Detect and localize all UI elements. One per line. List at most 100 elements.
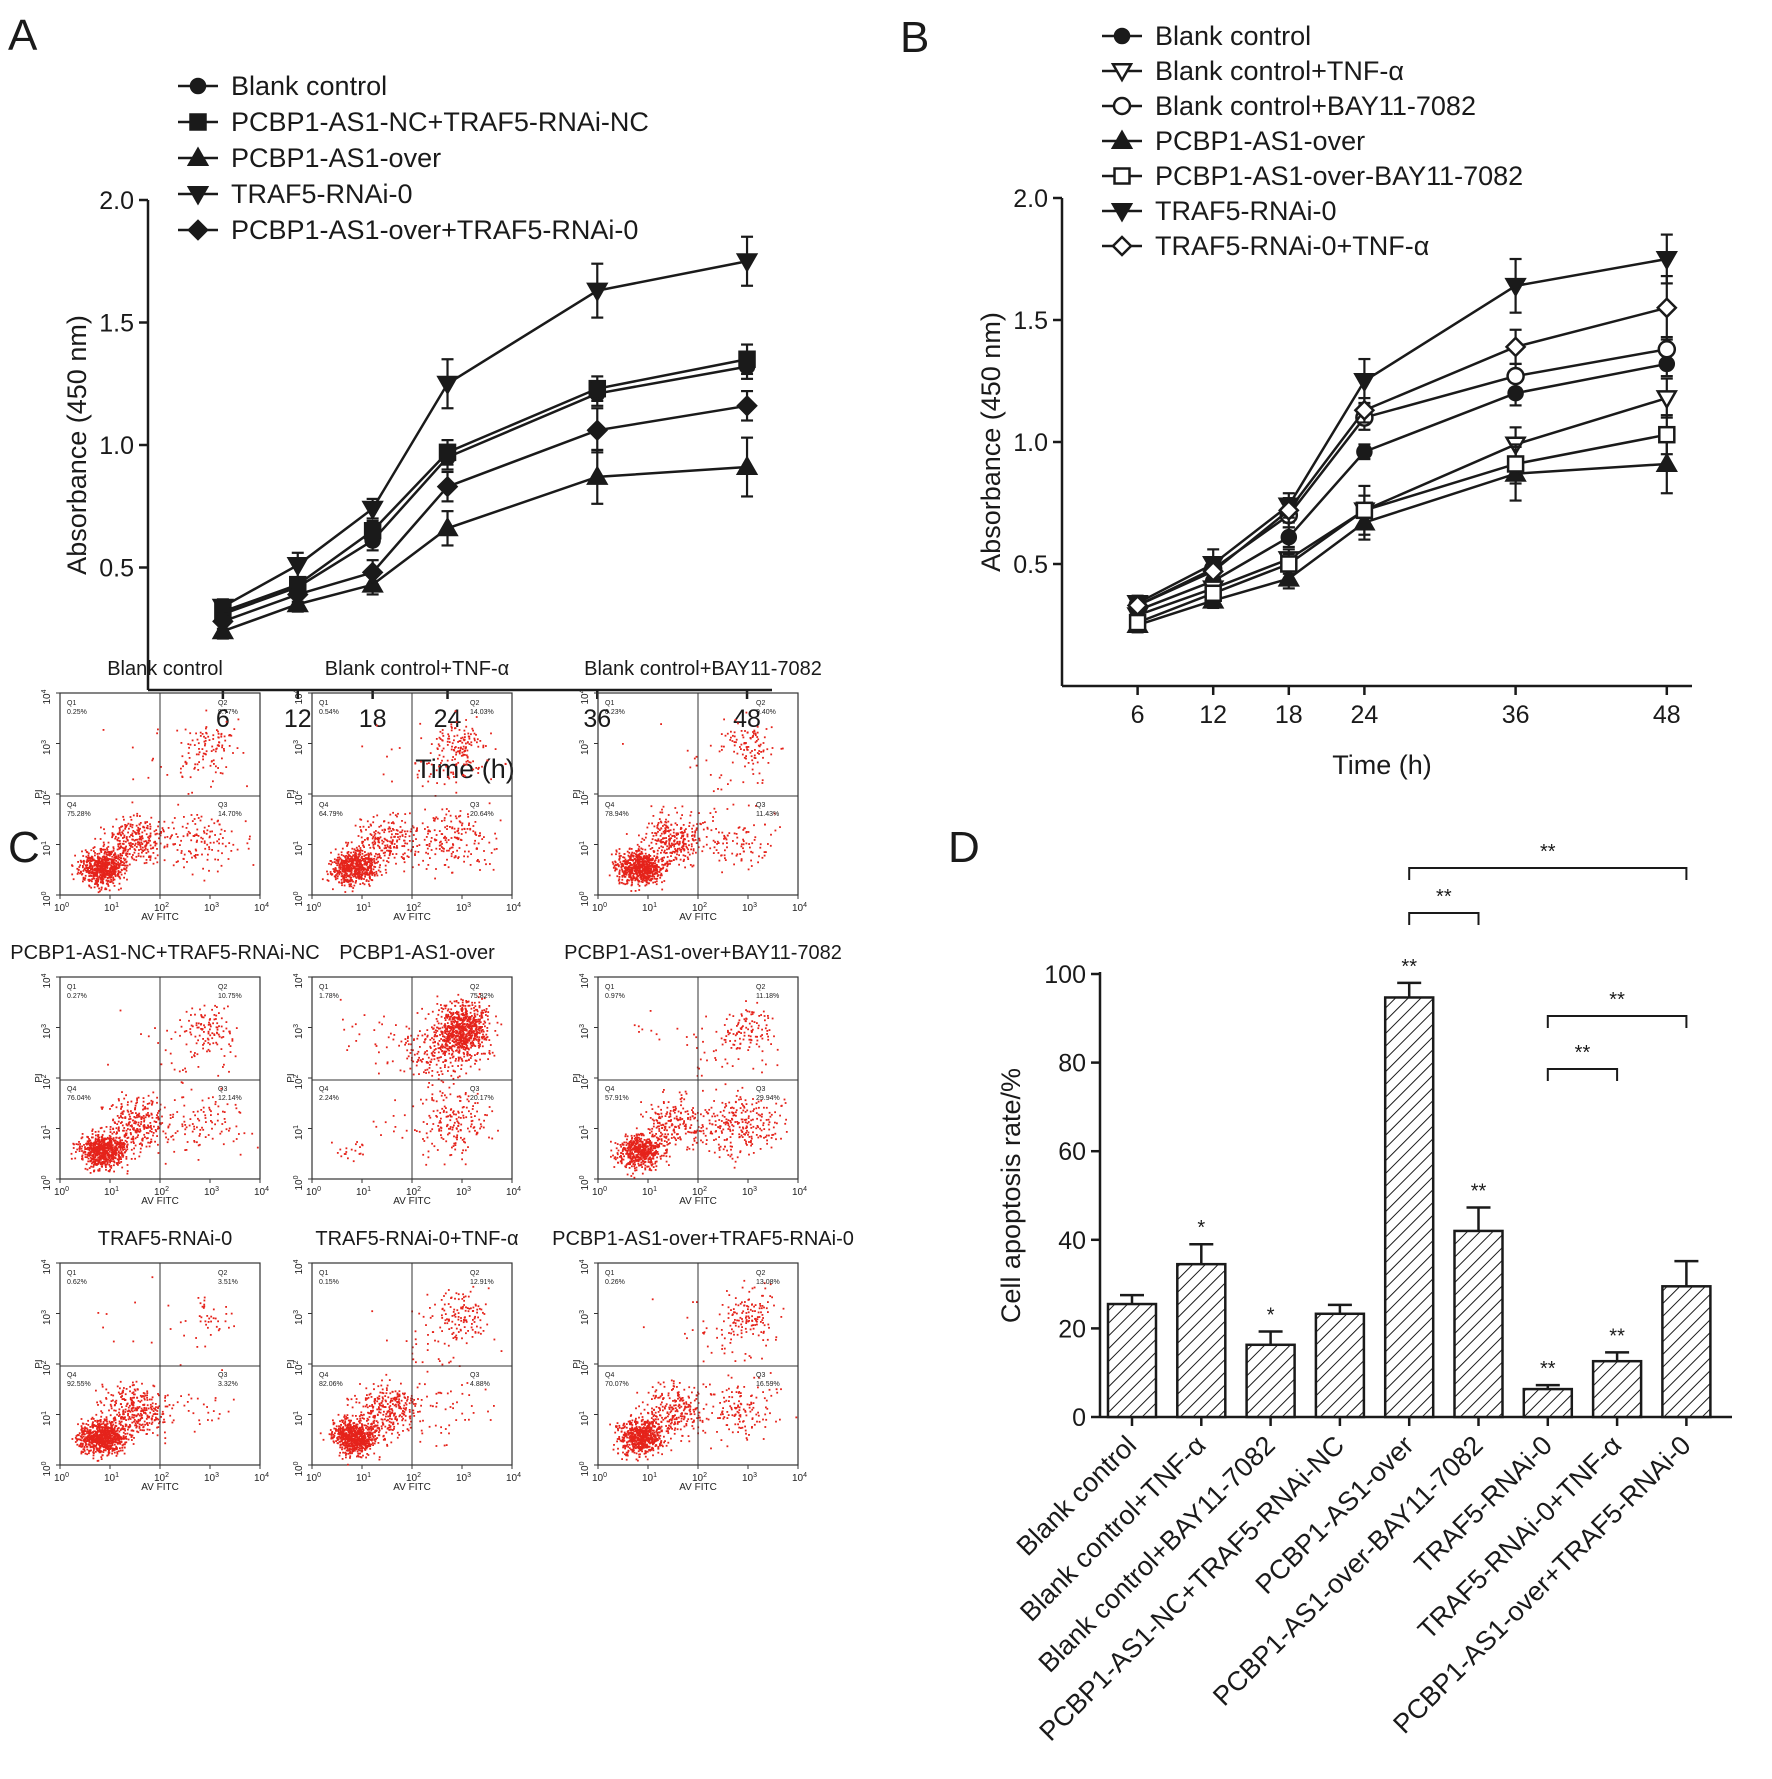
event-dot (118, 1156, 120, 1158)
quadrant-name: Q4 (67, 802, 76, 809)
event-dot (113, 858, 116, 861)
event-dot (229, 734, 232, 737)
event-dot (195, 732, 197, 735)
event-dot (116, 838, 119, 841)
event-dot (218, 741, 220, 744)
event-dot (639, 853, 642, 856)
event-dot (366, 872, 368, 875)
event-dot (101, 1134, 104, 1136)
event-dot (210, 750, 213, 752)
event-dot (132, 1152, 135, 1155)
event-dot (457, 827, 460, 830)
event-dot (91, 1128, 94, 1131)
event-dot (754, 836, 757, 839)
event-dot (104, 876, 106, 879)
event-dot (194, 854, 197, 856)
event-dot (391, 839, 394, 841)
event-dot (678, 847, 681, 850)
event-dot (104, 848, 107, 851)
event-dot (749, 751, 752, 754)
scatter-dots (608, 711, 784, 892)
event-dot (116, 1162, 118, 1164)
event-dot (107, 841, 110, 844)
flow-plot-title: PCBP1-AS1-NC+TRAF5-RNAi-NC (10, 942, 320, 964)
event-dot (81, 1145, 83, 1148)
event-dot (446, 858, 448, 861)
event-dot (637, 883, 640, 886)
event-dot (634, 860, 637, 862)
event-dot (85, 869, 87, 872)
event-dot (224, 845, 227, 848)
event-dot (470, 741, 473, 744)
event-dot (360, 818, 363, 821)
legend-label: PCBP1-AS1-over+TRAF5-RNAi-0 (231, 215, 638, 245)
event-dot (436, 782, 438, 784)
event-dot (730, 730, 732, 733)
event-dot (624, 869, 627, 871)
event-dot (181, 776, 184, 778)
event-dot (132, 1140, 135, 1143)
event-dot (659, 834, 662, 837)
event-dot (427, 830, 430, 833)
event-dot (93, 859, 96, 862)
y-tick-label: 100 (579, 891, 591, 906)
event-dot (696, 823, 698, 825)
event-dot (732, 840, 734, 842)
event-dot (123, 864, 126, 867)
event-dot (208, 848, 211, 851)
event-dot (115, 857, 118, 859)
event-dot (149, 839, 151, 842)
event-dot (98, 1161, 101, 1164)
event-dot (371, 837, 374, 840)
event-dot (124, 1135, 126, 1138)
event-dot (108, 870, 110, 872)
event-dot (359, 883, 362, 885)
event-dot (109, 869, 112, 872)
event-dot (232, 843, 235, 846)
event-dot (76, 873, 79, 875)
event-dot (173, 827, 175, 830)
event-dot (99, 890, 101, 893)
event-dot (115, 864, 118, 866)
event-dot (125, 1156, 128, 1158)
event-dot (139, 1128, 141, 1131)
event-dot (114, 852, 116, 855)
event-dot (121, 1121, 123, 1123)
event-dot (745, 711, 748, 714)
event-dot (691, 827, 693, 830)
event-dot (467, 815, 470, 818)
event-dot (119, 871, 121, 874)
event-dot (121, 1113, 124, 1115)
event-dot (332, 888, 334, 891)
event-dot (363, 855, 366, 857)
event-dot (117, 1151, 120, 1154)
event-dot (95, 870, 98, 873)
event-dot (715, 828, 717, 830)
event-dot (646, 865, 648, 868)
legend: Blank controlPCBP1-AS1-NC+TRAF5-RNAi-NCP… (178, 71, 649, 245)
event-dot (199, 735, 202, 737)
event-dot (657, 859, 660, 861)
event-dot (104, 1153, 106, 1156)
event-dot (143, 840, 146, 843)
event-dot (378, 866, 381, 869)
event-dot (378, 845, 381, 848)
event-dot (119, 847, 122, 849)
event-dot (670, 851, 673, 854)
event-dot (630, 872, 633, 875)
event-dot (103, 852, 106, 855)
event-dot (682, 835, 684, 838)
x-tick-label: 100 (54, 902, 69, 914)
event-dot (100, 1154, 103, 1157)
event-dot (668, 830, 670, 833)
event-dot (621, 869, 624, 872)
event-dot (638, 860, 641, 863)
legend-label: PCBP1-AS1-NC+TRAF5-RNAi-NC (231, 107, 649, 137)
event-dot (370, 860, 373, 863)
event-dot (657, 860, 660, 863)
event-dot (753, 754, 756, 757)
quadrant-percent: 9.77% (218, 709, 238, 716)
event-dot (445, 808, 448, 810)
data-point (1355, 501, 1374, 520)
event-dot (656, 864, 658, 867)
